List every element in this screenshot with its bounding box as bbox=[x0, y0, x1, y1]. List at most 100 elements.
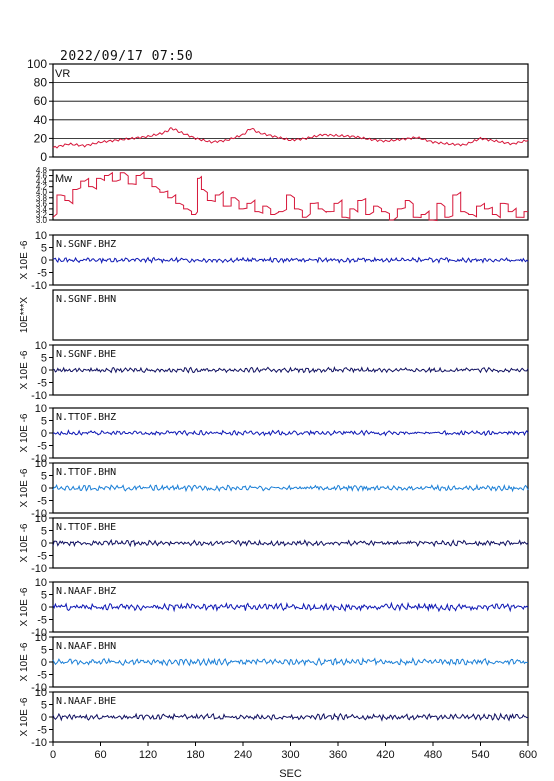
trace-unit-label: X 10E -6 bbox=[19, 350, 30, 389]
x-tick-label: 420 bbox=[376, 749, 394, 761]
trace-ytick-label: 5 bbox=[41, 353, 47, 365]
trace-ytick-label: -10 bbox=[31, 390, 47, 402]
trace-ytick-label: -5 bbox=[37, 441, 47, 453]
vr-ytick-label: 20 bbox=[34, 131, 48, 145]
trace-station-label: N.SGNF.BHN bbox=[56, 294, 116, 305]
trace-ytick-label: 5 bbox=[41, 471, 47, 483]
x-tick-label: 600 bbox=[519, 749, 537, 761]
x-tick-label: 480 bbox=[424, 749, 442, 761]
trace-ytick-label: 10 bbox=[35, 687, 47, 699]
trace-ytick-label: 5 bbox=[41, 243, 47, 255]
trace-ytick-label: 0 bbox=[41, 657, 47, 669]
trace-unit-label: X 10E -6 bbox=[19, 587, 30, 626]
trace-waveform bbox=[52, 601, 529, 613]
vr-ytick-label: 60 bbox=[34, 94, 48, 108]
mw-ytick-label: 4.6 bbox=[36, 172, 48, 181]
x-tick-label: 60 bbox=[94, 749, 106, 761]
trace-ytick-label: 10 bbox=[35, 340, 47, 352]
trace-ytick-label: 10 bbox=[35, 230, 47, 242]
trace-station-label: N.TTOF.BHN bbox=[56, 467, 116, 478]
mw-panel-frame bbox=[52, 169, 529, 221]
mw-ytick-label: 3.8 bbox=[36, 194, 48, 203]
vr-ytick-label: 100 bbox=[27, 57, 47, 71]
mw-ytick-label: 4.4 bbox=[36, 177, 48, 186]
trace-ytick-label: -5 bbox=[37, 378, 47, 390]
vr-panel-frame bbox=[52, 63, 529, 158]
trace-ytick-label: -10 bbox=[31, 563, 47, 575]
trace-station-label: N.NAAF.BHN bbox=[56, 641, 116, 652]
mw-ytick-label: 3.4 bbox=[36, 205, 48, 214]
vr-ytick-label: 80 bbox=[34, 76, 48, 90]
vr-series-line bbox=[52, 127, 529, 149]
trace-ytick-label: -10 bbox=[31, 508, 47, 520]
trace-waveform bbox=[52, 712, 529, 722]
trace-ytick-label: -10 bbox=[31, 280, 47, 292]
trace-panel-frame bbox=[52, 517, 529, 569]
trace-ytick-label: 0 bbox=[41, 602, 47, 614]
vr-panel-label: VR bbox=[55, 68, 70, 80]
x-tick-label: 0 bbox=[50, 749, 56, 761]
trace-ytick-label: 0 bbox=[41, 428, 47, 440]
trace-ytick-label: -5 bbox=[37, 496, 47, 508]
trace-ytick-label: 0 bbox=[41, 538, 47, 550]
trace-unit-label: X 10E -6 bbox=[19, 468, 30, 507]
trace-ytick-label: 0 bbox=[41, 483, 47, 495]
trace-unit-label: X 10E -6 bbox=[19, 642, 30, 681]
trace-ytick-label: -10 bbox=[31, 627, 47, 639]
trace-ytick-label: -10 bbox=[31, 453, 47, 465]
trace-ytick-label: 10 bbox=[35, 632, 47, 644]
trace-ytick-label: 0 bbox=[41, 365, 47, 377]
mw-series-line bbox=[52, 171, 528, 222]
mw-ytick-label: 3.2 bbox=[36, 210, 48, 219]
trace-station-label: N.SGNF.BHZ bbox=[56, 239, 116, 250]
mw-panel-label: Mw bbox=[55, 173, 72, 185]
trace-unit-label: 10E***X bbox=[19, 297, 30, 333]
trace-ytick-label: 10 bbox=[35, 458, 47, 470]
x-tick-label: 120 bbox=[139, 749, 157, 761]
trace-ytick-label: -5 bbox=[37, 615, 47, 627]
mw-ytick-label: 4.0 bbox=[36, 188, 48, 197]
trace-waveform bbox=[52, 538, 529, 548]
trace-station-label: N.TTOF.BHZ bbox=[56, 412, 116, 423]
trace-station-label: N.SGNF.BHE bbox=[56, 349, 116, 360]
trace-waveform bbox=[52, 657, 529, 667]
vr-ytick-label: 0 bbox=[40, 150, 47, 164]
trace-ytick-label: 5 bbox=[41, 700, 47, 712]
trace-waveform bbox=[52, 429, 529, 437]
trace-waveform bbox=[52, 256, 529, 265]
trace-ytick-label: -5 bbox=[37, 268, 47, 280]
trace-station-label: N.NAAF.BHE bbox=[56, 696, 116, 707]
trace-ytick-label: 10 bbox=[35, 577, 47, 589]
trace-unit-label: X 10E -6 bbox=[19, 413, 30, 452]
trace-ytick-label: 5 bbox=[41, 645, 47, 657]
mw-ytick-label: 3.0 bbox=[36, 216, 48, 225]
trace-unit-label: X 10E -6 bbox=[19, 697, 30, 736]
x-tick-label: 300 bbox=[281, 749, 299, 761]
trace-ytick-label: -5 bbox=[37, 725, 47, 737]
trace-station-label: N.TTOF.BHE bbox=[56, 522, 116, 533]
trace-unit-label: X 10E -6 bbox=[19, 523, 30, 562]
trace-panel-frame bbox=[52, 289, 529, 341]
trace-ytick-label: 5 bbox=[41, 416, 47, 428]
x-axis-label: SEC bbox=[279, 768, 302, 780]
x-tick-label: 240 bbox=[234, 749, 252, 761]
vr-ytick-label: 40 bbox=[34, 113, 48, 127]
trace-station-label: N.NAAF.BHZ bbox=[56, 586, 116, 597]
trace-ytick-label: -5 bbox=[37, 670, 47, 682]
trace-ytick-label: 10 bbox=[35, 403, 47, 415]
trace-ytick-label: -10 bbox=[31, 737, 47, 749]
trace-ytick-label: 0 bbox=[41, 712, 47, 724]
trace-ytick-label: 0 bbox=[41, 255, 47, 267]
mw-ytick-label: 4.8 bbox=[36, 166, 48, 175]
mw-ytick-label: 4.2 bbox=[36, 183, 48, 192]
trace-ytick-label: 10 bbox=[35, 513, 47, 525]
trace-waveform bbox=[52, 365, 529, 374]
x-tick-label: 540 bbox=[471, 749, 489, 761]
datetime-label: 2022/09/17 07:50 bbox=[60, 49, 194, 64]
trace-ytick-label: -5 bbox=[37, 551, 47, 563]
trace-ytick-label: 5 bbox=[41, 590, 47, 602]
x-tick-label: 360 bbox=[329, 749, 347, 761]
trace-waveform bbox=[52, 483, 529, 493]
trace-unit-label: X 10E -6 bbox=[19, 240, 30, 279]
